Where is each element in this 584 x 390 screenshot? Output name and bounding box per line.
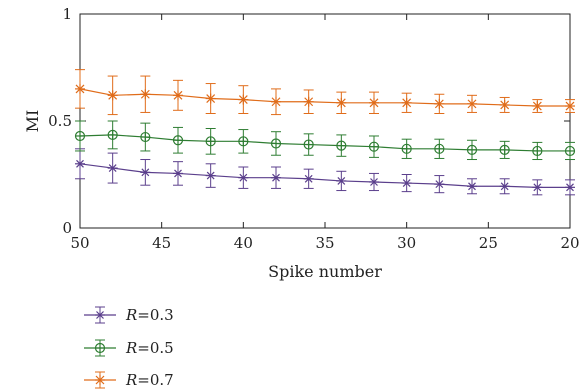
legend-item-2: R=0.7 bbox=[84, 371, 174, 389]
data-point bbox=[467, 98, 477, 109]
data-point bbox=[336, 140, 347, 151]
data-point bbox=[532, 145, 543, 157]
data-point bbox=[434, 143, 445, 154]
x-tick-label: 45 bbox=[152, 234, 171, 252]
data-point bbox=[172, 135, 184, 146]
data-point bbox=[205, 93, 216, 104]
data-point bbox=[238, 173, 249, 182]
legend-marker bbox=[95, 375, 105, 385]
series-line bbox=[79, 88, 570, 107]
data-point bbox=[107, 164, 118, 173]
data-point bbox=[205, 136, 216, 147]
plot-area bbox=[79, 13, 571, 229]
data-point bbox=[336, 97, 347, 108]
series-layer bbox=[74, 69, 576, 196]
data-point bbox=[271, 173, 281, 182]
legend-label-value: =0.3 bbox=[137, 306, 173, 324]
x-tick-label: 50 bbox=[70, 234, 89, 252]
legend-label-variable: R bbox=[125, 339, 137, 357]
legend-label-variable: R bbox=[125, 371, 137, 389]
legend-item-1: R=0.5 bbox=[84, 339, 174, 357]
y-tick-label: 0.5 bbox=[48, 112, 72, 130]
legend-label: R=0.3 bbox=[125, 306, 174, 324]
data-point bbox=[336, 176, 347, 185]
data-point bbox=[205, 171, 216, 180]
legend-item-0: R=0.3 bbox=[84, 306, 174, 324]
series-1 bbox=[74, 120, 576, 161]
data-point bbox=[303, 96, 314, 107]
data-point bbox=[564, 145, 576, 157]
data-point bbox=[434, 180, 445, 189]
data-point bbox=[303, 174, 314, 183]
x-tick-label: 40 bbox=[234, 234, 253, 252]
legend-label-value: =0.7 bbox=[137, 371, 173, 389]
data-point bbox=[434, 98, 445, 109]
axis-ticks: 50 45 40 35 30 25 20 0 0.5 1 bbox=[48, 5, 579, 252]
data-point bbox=[369, 97, 379, 108]
data-point bbox=[75, 83, 85, 94]
data-point bbox=[499, 144, 510, 155]
data-point bbox=[303, 139, 314, 150]
legend-label: R=0.5 bbox=[125, 339, 174, 357]
data-point bbox=[107, 90, 118, 101]
data-point bbox=[368, 141, 380, 152]
y-axis-title: MI bbox=[23, 110, 42, 133]
legend-label: R=0.7 bbox=[125, 371, 174, 389]
data-point bbox=[75, 159, 85, 168]
data-point bbox=[107, 129, 118, 141]
data-point bbox=[238, 94, 249, 105]
series-line bbox=[79, 163, 570, 188]
data-point bbox=[401, 143, 412, 154]
legend-marker bbox=[95, 311, 105, 319]
data-point bbox=[140, 89, 151, 100]
legend-marker bbox=[94, 342, 106, 354]
x-axis-title: Spike number bbox=[268, 262, 382, 281]
data-point bbox=[466, 144, 478, 155]
data-point bbox=[74, 130, 86, 142]
series-line bbox=[79, 134, 570, 152]
data-point bbox=[173, 90, 183, 101]
data-point bbox=[140, 168, 151, 177]
data-point bbox=[565, 101, 575, 112]
x-tick-label: 35 bbox=[315, 234, 334, 252]
data-point bbox=[401, 97, 412, 108]
x-tick-label: 25 bbox=[479, 234, 498, 252]
data-point bbox=[369, 178, 379, 186]
data-point bbox=[565, 183, 575, 192]
legend-label-variable: R bbox=[125, 306, 137, 324]
data-point bbox=[532, 183, 543, 192]
data-point bbox=[467, 182, 477, 191]
data-point bbox=[532, 101, 543, 112]
data-point bbox=[270, 138, 282, 149]
data-point bbox=[238, 136, 249, 147]
data-point bbox=[271, 96, 281, 107]
y-tick-label: 0 bbox=[62, 219, 72, 237]
legend-label-value: =0.5 bbox=[137, 339, 173, 357]
data-point bbox=[140, 131, 151, 143]
series-0 bbox=[75, 148, 575, 196]
x-tick-label: 20 bbox=[560, 234, 579, 252]
data-point bbox=[401, 179, 412, 187]
y-tick-label: 1 bbox=[62, 5, 72, 23]
legend: R=0.3R=0.5R=0.7 bbox=[84, 306, 174, 389]
data-point bbox=[499, 182, 510, 191]
data-point bbox=[499, 99, 510, 110]
series-2 bbox=[75, 69, 575, 116]
data-point bbox=[173, 169, 183, 178]
x-tick-label: 30 bbox=[397, 234, 416, 252]
